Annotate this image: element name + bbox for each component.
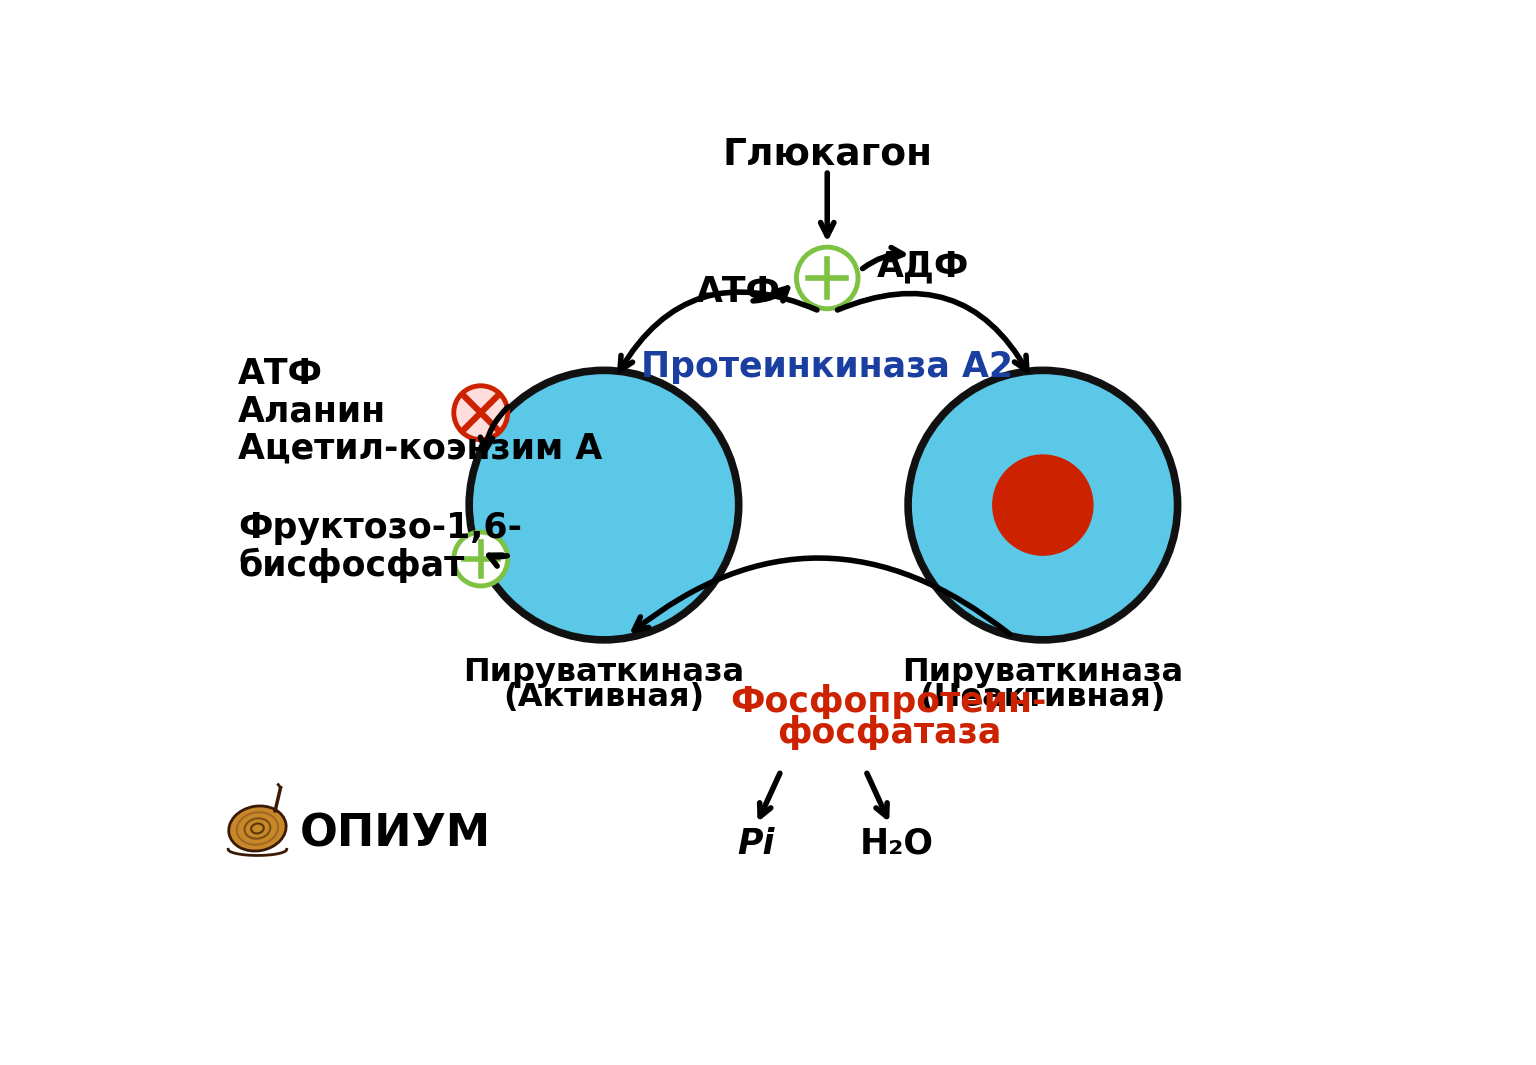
Text: H₂O: H₂O [860, 826, 934, 861]
Text: Аланин: Аланин [238, 394, 387, 428]
Text: АДФ: АДФ [877, 249, 969, 283]
Text: Пируваткиназа: Пируваткиназа [902, 657, 1183, 688]
Text: (Неактивная): (Неактивная) [920, 683, 1166, 714]
Text: Ацетил-коэнзим А: Ацетил-коэнзим А [238, 431, 602, 465]
Ellipse shape [229, 806, 286, 851]
Circle shape [453, 532, 508, 586]
Text: АТФ: АТФ [238, 357, 323, 391]
Circle shape [468, 371, 739, 640]
Text: Фосфопротеин-: Фосфопротеин- [731, 684, 1048, 719]
Text: АТФ: АТФ [696, 275, 782, 309]
Text: бисфосфат: бисфосфат [238, 547, 464, 583]
Text: Фруктозо-1,6-: Фруктозо-1,6- [238, 511, 522, 545]
Text: (Активная): (Активная) [504, 683, 705, 714]
Text: фосфатаза: фосфатаза [777, 715, 1001, 750]
Text: ОПИУМ: ОПИУМ [300, 813, 492, 855]
Text: Пируваткиназа: Пируваткиназа [464, 657, 745, 688]
Text: Глюкагон: Глюкагон [722, 136, 932, 173]
Text: Протеинкиназа A2: Протеинкиназа A2 [641, 349, 1014, 383]
Circle shape [908, 371, 1178, 640]
Circle shape [453, 386, 508, 440]
Circle shape [992, 455, 1094, 555]
Circle shape [797, 247, 859, 309]
Text: Pi: Pi [737, 826, 776, 861]
